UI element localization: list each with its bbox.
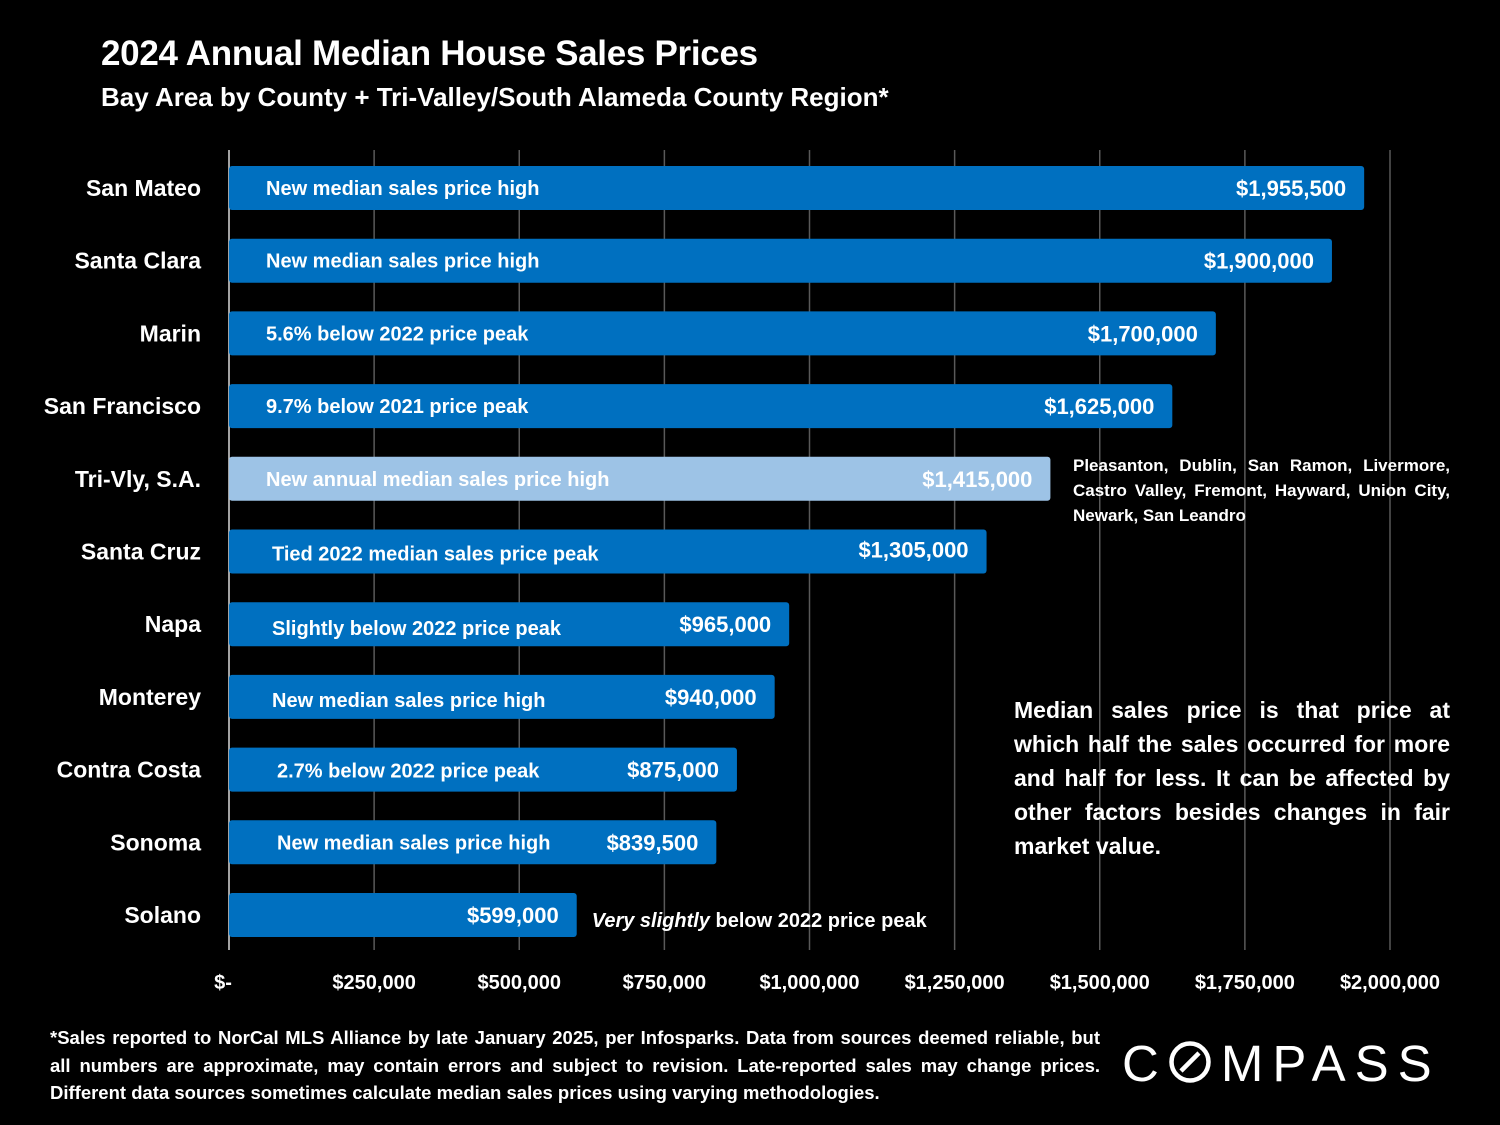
value-label: $940,000 [665,685,757,710]
category-label: Santa Cruz [81,539,201,565]
bar [229,529,987,574]
bar-annotation: New median sales price high [277,832,550,854]
x-tick-label: $1,500,000 [1050,972,1150,994]
category-label: Santa Clara [74,248,201,274]
value-label: $965,000 [679,612,771,637]
value-label: $1,900,000 [1204,249,1314,274]
value-label: $1,955,500 [1236,176,1346,201]
category-labels: San Mateo $1,955,500 New median sales pric… [44,175,1346,932]
x-tick-label: $1,750,000 [1195,972,1295,994]
bar [229,820,717,865]
value-label: $1,305,000 [858,538,968,563]
bar [229,602,790,647]
median-definition-note: Median sales price is that price at whic… [1014,697,1450,859]
category-label: San Mateo [86,175,201,201]
x-tick-label: $500,000 [478,972,561,994]
bar-annotation: New median sales price high [272,690,545,712]
bar-annotation: New median sales price high [266,178,539,200]
category-label: Marin [140,320,201,346]
bar-annotation: 5.6% below 2022 price peak [266,323,529,345]
bar [229,238,1332,283]
chart-title: 2024 Annual Median House Sales Prices [101,34,758,73]
x-tick-label: $1,250,000 [905,972,1005,994]
category-label: Tri-Vly, S.A. [75,466,201,492]
value-label: $1,625,000 [1044,394,1154,419]
value-label: $875,000 [627,758,719,783]
bar [229,456,1051,501]
bar [229,674,775,719]
x-tick-label: $250,000 [332,972,415,994]
tri-valley-cities-note: Pleasanton, Dublin, San Ramon, Livermore… [1073,456,1450,525]
bar-annotation: New median sales price high [266,251,539,273]
category-label: Napa [145,611,201,637]
category-label: Contra Costa [57,757,202,783]
x-tick-label: $1,000,000 [759,972,859,994]
x-tick-label: $750,000 [623,972,706,994]
bar [229,384,1173,429]
bar-annotation: 9.7% below 2021 price peak [266,396,529,418]
category-label: Sonoma [110,829,201,855]
chart-subtitle: Bay Area by County + Tri-Valley/South Al… [101,82,889,112]
bar [229,166,1365,210]
category-label: San Francisco [44,393,201,419]
bar [229,747,737,792]
bar-annotation: Slightly below 2022 price peak [272,618,562,640]
bar-annotation: Tied 2022 median sales price peak [272,544,599,566]
bar [229,893,577,937]
bar-chart: San Mateo $1,955,500 New median sales pric… [44,150,1440,994]
value-label: $1,415,000 [922,467,1032,492]
category-label: Solano [124,902,201,928]
x-axis-ticks: $- $250,000 $500,000 $750,000 $1,000,000 $1,2… [214,972,1440,994]
compass-logo: C MPASS [1122,1035,1441,1092]
bar-annotation: 2.7% below 2022 price peak [277,761,540,783]
x-tick-label: $2,000,000 [1340,972,1440,994]
value-label: $839,500 [607,830,699,855]
bar [229,311,1216,356]
logo-o-glyph [1168,1039,1212,1083]
value-label: $599,000 [467,903,559,928]
value-label: $1,700,000 [1088,321,1198,346]
footnote: *Sales reported to NorCal MLS Alliance b… [50,1027,1100,1103]
bar-annotation: New annual median sales price high [266,469,609,491]
bar-annotation: Very slightly below 2022 price peak [592,910,928,932]
x-tick-label: $- [214,972,232,994]
bars [229,166,1365,937]
category-label: Monterey [99,684,201,710]
